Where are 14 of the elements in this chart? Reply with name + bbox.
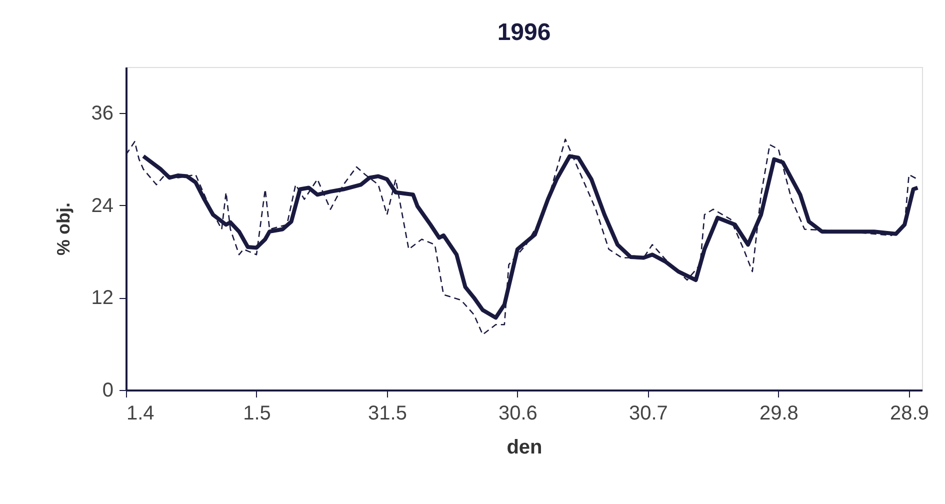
y-tick-label: 0 [102, 380, 114, 402]
x-tick-label: 1.4 [126, 402, 154, 424]
x-tick-label: 28.9 [890, 402, 929, 424]
y-tick-label: 36 [91, 102, 114, 125]
chart-title: 1996 [497, 19, 551, 46]
x-axis-title: den [506, 436, 542, 458]
y-axis-title: % obj. [53, 202, 74, 256]
x-tick-label: 30.7 [629, 402, 668, 424]
x-tick-label: 1.5 [243, 402, 271, 424]
x-tick-label: 29.8 [759, 402, 798, 424]
y-tick-label: 24 [91, 194, 114, 217]
x-tick-label: 30.6 [498, 402, 538, 424]
x-tick-label: 31.5 [368, 402, 407, 424]
y-tick-label: 12 [91, 287, 114, 310]
